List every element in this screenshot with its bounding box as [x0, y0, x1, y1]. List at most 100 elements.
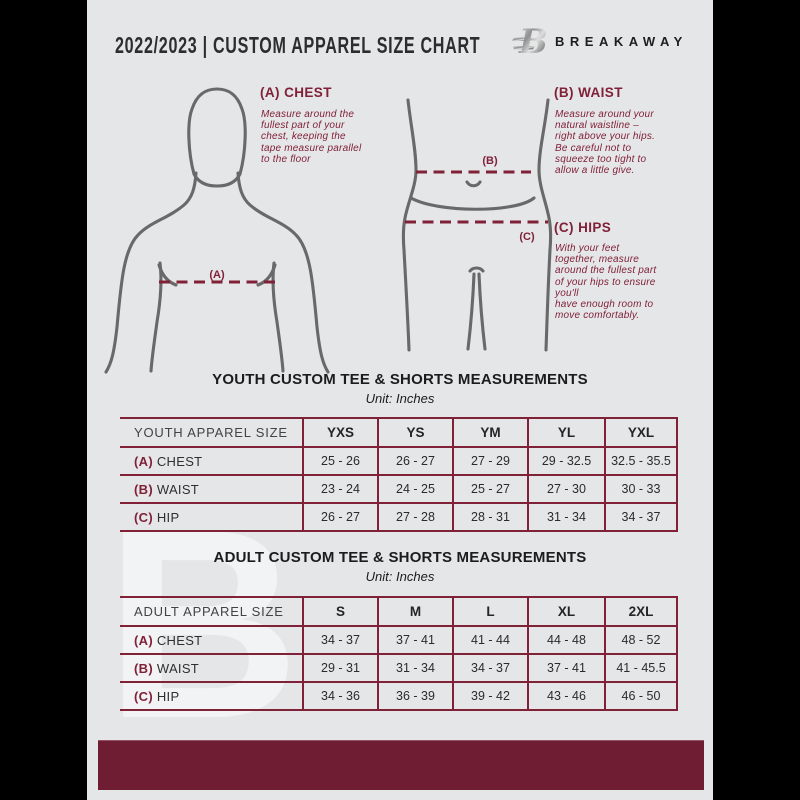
navel-curve: [465, 180, 482, 188]
hip-curve: [409, 196, 536, 211]
chest-instruction-text: Measure around the fullest part of your …: [261, 109, 362, 165]
adult-size-table: ADULT APPAREL SIZE S M L XL 2XL (A) CHEST 34 - …: [120, 596, 678, 711]
row-label-text: WAIST: [156, 660, 200, 676]
measurement-value: 48 - 52: [604, 625, 678, 654]
adult-unit-label: Unit: Inches: [365, 569, 435, 584]
table-row: (A) CHEST 25 - 26 26 - 27 27 - 29 29 - 32.5 3…: [120, 446, 678, 475]
row-label-text: HIP: [156, 688, 180, 704]
left-shoulder-arm: [104, 171, 198, 374]
row-label-prefix: (A): [134, 453, 157, 469]
size-column-header: YM: [452, 417, 528, 447]
left-torso-side: [401, 98, 418, 352]
page-title: 2022/2023 | CUSTOM APPAREL SIZE CHART: [115, 32, 481, 58]
table-row: (C) HIP 34 - 36 36 - 39 39 - 42 43 - 46 46 - …: [120, 681, 678, 711]
row-label-prefix: (A): [134, 632, 157, 648]
measurement-value: 30 - 33: [604, 474, 678, 503]
youth-table-title: YOUTH CUSTOM TEE & SHORTS MEASUREMENTS: [212, 371, 588, 388]
measurement-value: 27 - 30: [527, 474, 605, 503]
measurement-value: 39 - 42: [452, 681, 528, 711]
size-column-header: YS: [377, 417, 453, 447]
right-shoulder-arm: [236, 171, 330, 374]
head-outline: [187, 87, 247, 188]
measurement-value: 25 - 27: [452, 474, 528, 503]
measurement-row-label: (C) HIP: [120, 502, 303, 532]
left-armpit-curve: [157, 263, 178, 287]
size-column-header: 2XL: [604, 596, 678, 626]
measurement-value: 23 - 24: [302, 474, 378, 503]
apparel-size-column-header: YOUTH APPAREL SIZE: [120, 417, 303, 447]
row-label-text: HIP: [156, 509, 180, 525]
size-column-header: YXL: [604, 417, 678, 447]
lower-body-figure: (B) (C): [401, 98, 553, 352]
apparel-size-column-header: ADULT APPAREL SIZE: [120, 596, 303, 626]
measurement-value: 44 - 48: [527, 625, 605, 654]
measurement-row-label: (B) WAIST: [120, 653, 303, 682]
size-column-header: S: [302, 596, 378, 626]
chest-instruction-heading: (A) CHEST: [260, 85, 332, 100]
measurement-value: 34 - 37: [452, 653, 528, 682]
waist-instruction-text: Measure around your natural waistline – …: [555, 109, 656, 177]
row-label-prefix: (C): [134, 688, 157, 704]
crotch-curve: [468, 266, 485, 273]
left-inner-leg: [466, 272, 476, 351]
right-inner-leg: [477, 272, 487, 351]
right-armpit-curve: [256, 263, 277, 287]
measurement-value: 28 - 31: [452, 502, 528, 532]
right-inner-arm: [271, 261, 285, 373]
measurement-value: 24 - 25: [377, 474, 453, 503]
hips-instruction-heading: (C) HIPS: [554, 220, 612, 235]
row-label-text: CHEST: [156, 453, 203, 469]
measurement-value: 29 - 32.5: [527, 446, 605, 475]
chest-line-label: (A): [209, 269, 225, 281]
right-torso-side: [537, 98, 553, 352]
size-column-header: L: [452, 596, 528, 626]
document-page: B 2022/2023 | CUSTOM APPAREL SIZE CHART …: [87, 0, 713, 800]
measurement-row-label: (A) CHEST: [120, 446, 303, 475]
measurement-value: 31 - 34: [527, 502, 605, 532]
measurement-value: 27 - 28: [377, 502, 453, 532]
table-row: (B) WAIST 29 - 31 31 - 34 34 - 37 37 - 41 41 …: [120, 653, 678, 682]
footer-accent-bar: [98, 740, 704, 790]
adult-table-title: ADULT CUSTOM TEE & SHORTS MEASUREMENTS: [213, 549, 587, 566]
size-column-header: XL: [527, 596, 605, 626]
measurement-value: 41 - 44: [452, 625, 528, 654]
table-row: (B) WAIST 23 - 24 24 - 25 25 - 27 27 - 30 30 …: [120, 474, 678, 503]
table-row: (A) CHEST 34 - 37 37 - 41 41 - 44 44 - 48 48 …: [120, 625, 678, 654]
measurement-value: 26 - 27: [302, 502, 378, 532]
hips-instruction-text: With your feet together, measure around …: [555, 243, 657, 322]
measurement-value: 41 - 45.5: [604, 653, 678, 682]
row-label-prefix: (C): [134, 509, 157, 525]
measurement-row-label: (C) HIP: [120, 681, 303, 711]
youth-size-table: YOUTH APPAREL SIZE YXS YS YM YL YXL (A) CHEST 2…: [120, 417, 678, 532]
upper-body-figure: (A): [104, 87, 330, 374]
brand-name: BREAKAWAY: [555, 34, 688, 49]
measurement-value: 43 - 46: [527, 681, 605, 711]
logo-letter: B: [518, 22, 546, 58]
hip-line-label: (C): [519, 231, 535, 243]
row-label-prefix: (B): [134, 660, 157, 676]
youth-unit-label: Unit: Inches: [365, 391, 435, 406]
measurement-row-label: (A) CHEST: [120, 625, 303, 654]
measurement-value: 46 - 50: [604, 681, 678, 711]
row-label-text: CHEST: [156, 632, 203, 648]
waist-line-label: (B): [482, 155, 498, 167]
measurement-value: 31 - 34: [377, 653, 453, 682]
row-label-prefix: (B): [134, 481, 157, 497]
measurement-value: 32.5 - 35.5: [604, 446, 678, 475]
measurement-value: 34 - 37: [302, 625, 378, 654]
size-column-header: YL: [527, 417, 605, 447]
measurement-value: 27 - 29: [452, 446, 528, 475]
size-column-header: M: [377, 596, 453, 626]
breakaway-logo-icon: B: [512, 22, 546, 58]
measurement-value: 36 - 39: [377, 681, 453, 711]
measurement-value: 26 - 27: [377, 446, 453, 475]
measurement-value: 29 - 31: [302, 653, 378, 682]
measurement-value: 25 - 26: [302, 446, 378, 475]
measurement-value: 34 - 37: [604, 502, 678, 532]
waist-instruction-heading: (B) WAIST: [554, 85, 623, 100]
measurement-value: 37 - 41: [527, 653, 605, 682]
row-label-text: WAIST: [156, 481, 200, 497]
size-column-header: YXS: [302, 417, 378, 447]
table-row: (C) HIP 26 - 27 27 - 28 28 - 31 31 - 34 34 - …: [120, 502, 678, 532]
